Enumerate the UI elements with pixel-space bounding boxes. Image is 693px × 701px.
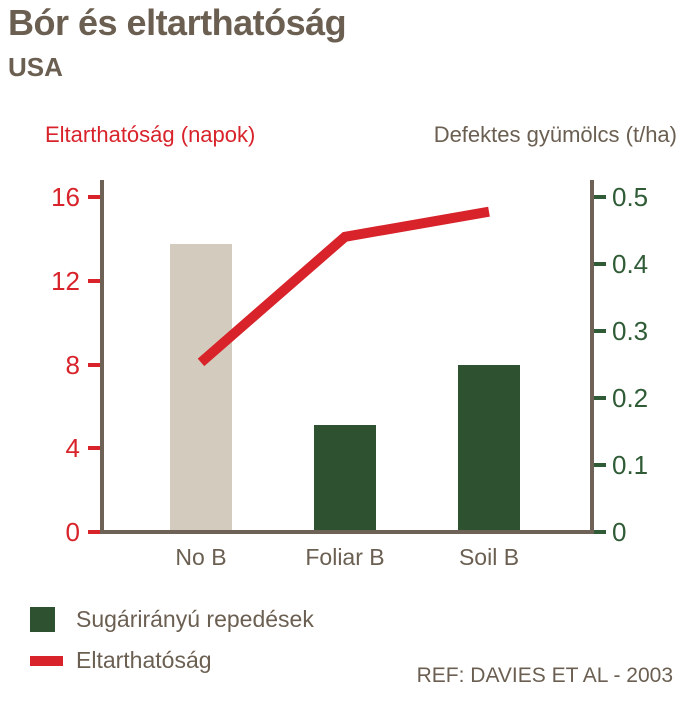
- right-axis-tick: [594, 262, 606, 266]
- x-axis-line: [100, 530, 594, 534]
- legend-item-line: Eltarthatóság: [30, 647, 314, 674]
- right-axis-line: [590, 180, 594, 534]
- line-series-swatch: [30, 655, 63, 666]
- left-axis-line: [100, 180, 104, 534]
- bar-no-b: [170, 243, 232, 534]
- right-axis-tick-label: 0.1: [612, 450, 649, 480]
- left-axis-tick: [88, 362, 100, 367]
- left-axis-title: Eltarthatóság (napok): [45, 122, 256, 147]
- right-axis-tick: [594, 396, 606, 400]
- left-axis-tick: [88, 530, 100, 534]
- reference-text: REF: DAVIES ET AL - 2003: [416, 664, 673, 687]
- left-axis-tick: [88, 195, 100, 199]
- left-axis-tick-label: 0: [65, 517, 80, 547]
- legend-label-line: Eltarthatóság: [76, 647, 212, 673]
- chart-title: Bór és eltarthatóság: [8, 2, 347, 43]
- bar-series-swatch: [30, 607, 55, 632]
- category-label-foliar-b: Foliar B: [305, 544, 385, 570]
- legend-label-bars: Sugárirányú repedések: [76, 606, 314, 632]
- legend-item-bars: Sugárirányú repedések: [30, 606, 314, 633]
- left-axis-tick-label: 4: [65, 433, 80, 464]
- bar-soil-b: [458, 364, 520, 534]
- right-axis-tick-label: 0.4: [612, 249, 649, 279]
- trend-line: [197, 206, 490, 367]
- right-axis-tick: [594, 329, 606, 333]
- left-axis-tick-label: 12: [51, 265, 80, 296]
- category-label-no-b: No B: [175, 544, 227, 570]
- legend: Sugárirányú repedések Eltarthatóság: [30, 606, 314, 688]
- left-axis-tick-label: 8: [65, 349, 80, 380]
- right-axis-title: Defektes gyümölcs (t/ha): [433, 122, 677, 147]
- right-axis-tick-label: 0.5: [612, 182, 649, 212]
- left-axis-tick: [88, 446, 100, 451]
- right-axis-tick: [594, 195, 606, 199]
- left-axis-tick-label: 16: [51, 182, 80, 212]
- bar-foliar-b: [314, 424, 376, 534]
- left-axis-tick: [88, 278, 100, 283]
- right-axis-tick-label: 0.2: [612, 383, 649, 413]
- right-axis-tick: [594, 463, 606, 467]
- right-axis-tick: [594, 530, 606, 534]
- right-axis-tick-label: 0: [612, 517, 627, 547]
- chart-subtitle: USA: [8, 52, 63, 82]
- right-axis-tick-label: 0.3: [612, 316, 649, 346]
- category-label-soil-b: Soil B: [458, 544, 520, 570]
